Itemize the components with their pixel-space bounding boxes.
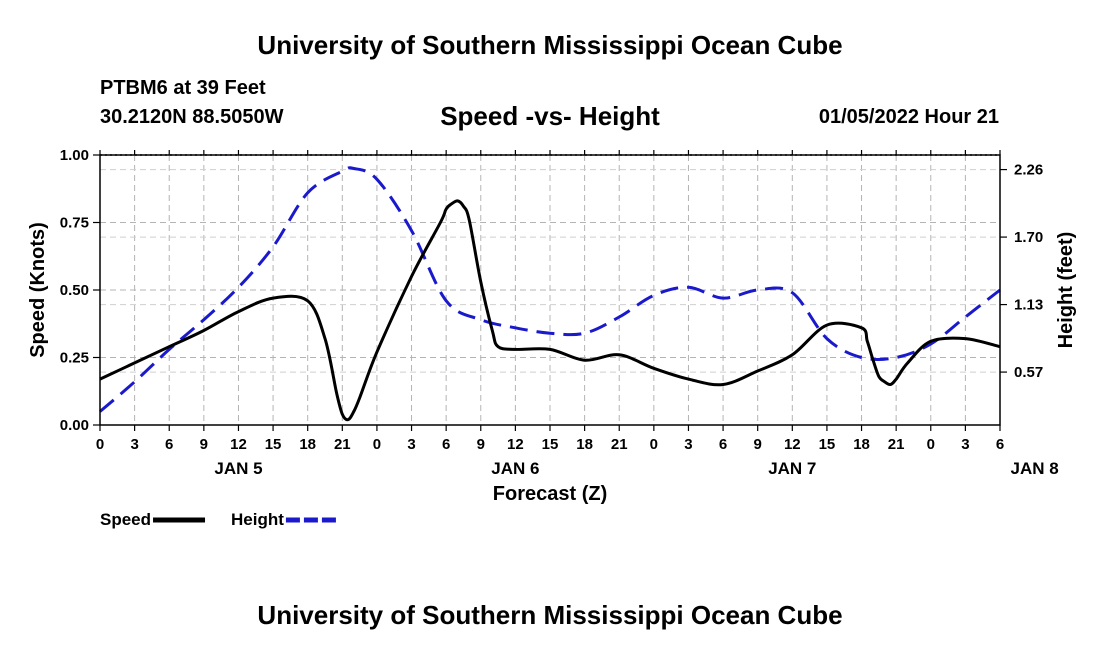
y2-tick-label: 1.13	[1014, 297, 1043, 314]
x-tick-label: 15	[542, 436, 559, 453]
x-tick-label: 15	[265, 436, 282, 453]
legend: Speed Height	[100, 510, 338, 529]
x-tick-label: 6	[165, 436, 173, 453]
y2-axis-label: Height (feet)	[1055, 232, 1077, 349]
x-tick-label: 15	[819, 436, 836, 453]
y2-tick-label: 0.57	[1014, 364, 1043, 381]
x-axis-label: Forecast (Z)	[493, 483, 607, 505]
legend-label-height: Height	[231, 510, 284, 529]
legend-label-speed: Speed	[100, 510, 151, 529]
x-tick-label: 21	[334, 436, 351, 453]
date-label: JAN 8	[1011, 459, 1059, 478]
series-layer	[99, 166, 1001, 422]
x-tick-label: 9	[754, 436, 762, 453]
y-tick-label: 0.50	[60, 282, 89, 299]
x-tick-label: 18	[576, 436, 593, 453]
y-tick-label: 0.75	[60, 215, 89, 232]
x-tick-label: 6	[442, 436, 450, 453]
x-tick-label: 21	[888, 436, 905, 453]
x-tick-label: 6	[719, 436, 727, 453]
x-tick-label: 0	[373, 436, 381, 453]
y-tick-label: 0.25	[60, 350, 89, 367]
footer-title: University of Southern Mississippi Ocean…	[257, 600, 843, 630]
x-tick-label: 18	[853, 436, 870, 453]
x-tick-label: 3	[684, 436, 692, 453]
date-label: JAN 5	[214, 459, 262, 478]
x-tick-label: 3	[130, 436, 138, 453]
x-tick-label: 3	[961, 436, 969, 453]
x-tick-label: 21	[611, 436, 628, 453]
y2-tick-label: 1.70	[1014, 229, 1043, 246]
speed-series-line	[99, 199, 1001, 422]
coordinates-label: 30.2120N 88.5050W	[100, 106, 284, 128]
x-tick-label: 3	[407, 436, 415, 453]
forecast-datetime: 01/05/2022 Hour 21	[818, 106, 999, 128]
x-tick-label: 18	[299, 436, 316, 453]
y-axis-label: Speed (Knots)	[27, 222, 49, 358]
x-tick-label: 0	[650, 436, 658, 453]
page-title: University of Southern Mississippi Ocean…	[257, 30, 843, 60]
x-tick-label: 12	[784, 436, 801, 453]
station-label: PTBM6 at 39 Feet	[100, 77, 266, 99]
grid-lines	[100, 155, 1000, 425]
x-tick-label: 9	[477, 436, 485, 453]
x-tick-label: 12	[507, 436, 524, 453]
date-label: JAN 6	[491, 459, 539, 478]
y-tick-label: 0.00	[60, 417, 89, 434]
date-label: JAN 7	[768, 459, 816, 478]
x-tick-label: 0	[927, 436, 935, 453]
chart-subtitle: Speed -vs- Height	[440, 101, 660, 131]
x-tick-label: 6	[996, 436, 1004, 453]
x-tick-label: 12	[230, 436, 247, 453]
y-tick-label: 1.00	[60, 147, 89, 164]
x-tick-label: 0	[96, 436, 104, 453]
axes: 0 3 6 9 12 15 18 21 0 3 6 9 12 15 18 21 0 3 6 9 12 15 18 21 0 3 6J…	[60, 147, 1059, 478]
y2-tick-label: 2.26	[1014, 162, 1043, 179]
x-tick-label: 9	[200, 436, 208, 453]
